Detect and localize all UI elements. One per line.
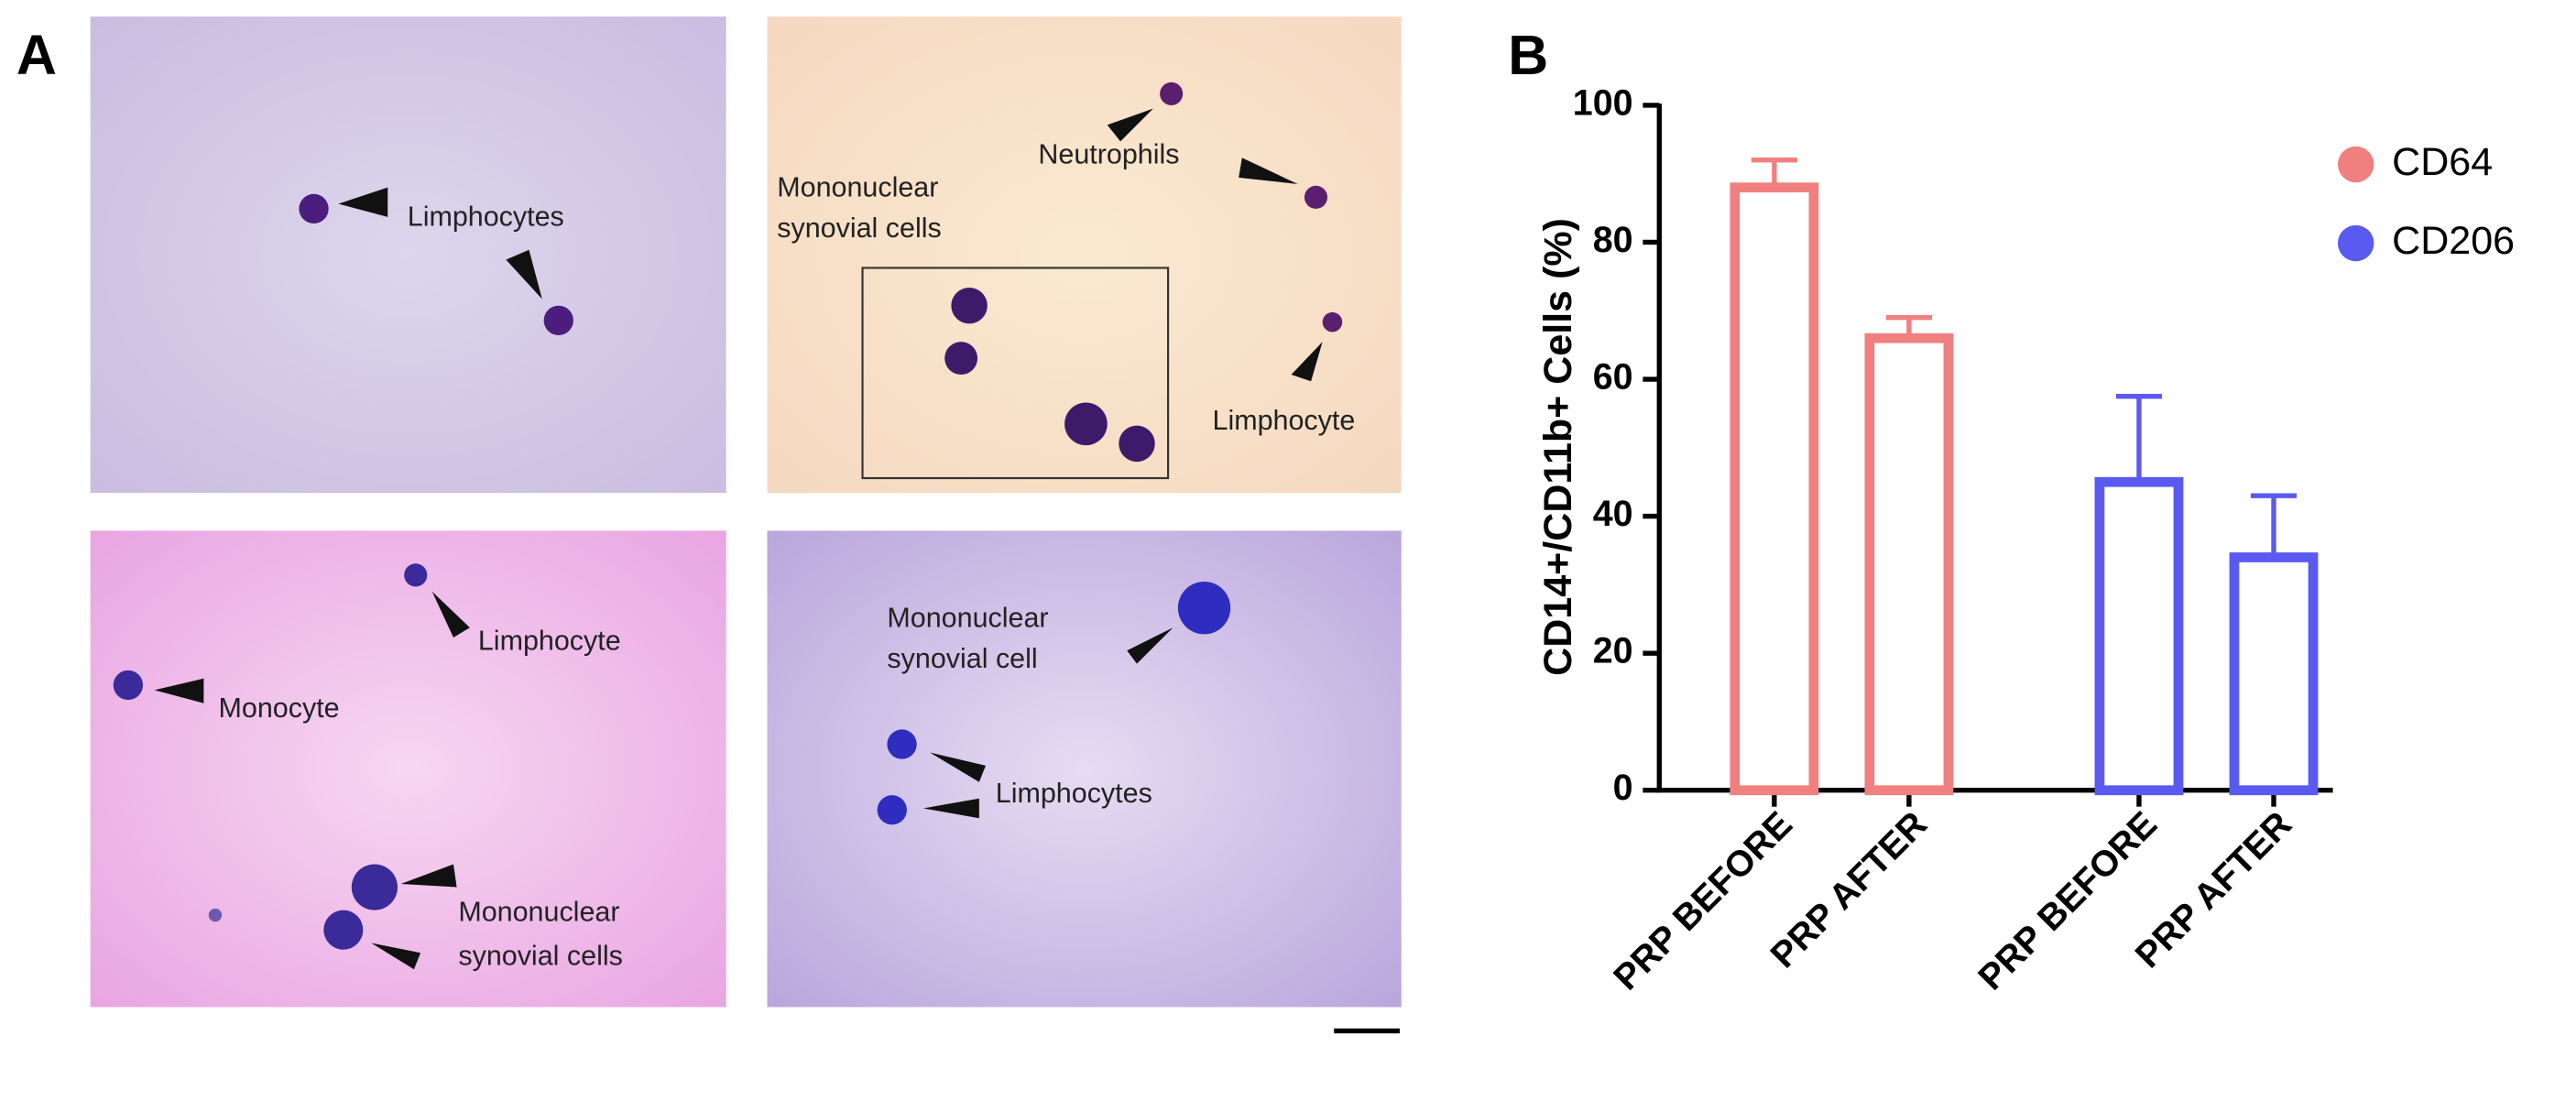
cell-label: Monocyte <box>219 692 340 724</box>
bar <box>1864 333 1954 796</box>
x-tick-label: PRP BEFORE <box>1606 804 1800 998</box>
cell-label: Neutrophils <box>1038 139 1179 170</box>
micrograph: Limphocyte Monocyte Mononuclear synovial… <box>90 530 726 1008</box>
y-tick-label: 80 <box>1593 220 1633 260</box>
legend-swatch <box>2337 146 2374 183</box>
y-tick-label: 40 <box>1593 494 1633 534</box>
cell-label: Mononuclear <box>887 602 1048 633</box>
panel-letter: A <box>16 24 57 86</box>
cell-label: Limphocytes <box>408 202 564 233</box>
error-bar <box>2115 394 2163 483</box>
bar <box>2229 552 2319 796</box>
micrograph: Mononuclear synovial cell Limphocytes <box>767 530 1402 1008</box>
micrograph: Limphocytes <box>90 16 726 494</box>
y-tick-label: 100 <box>1573 82 1633 123</box>
cell-label: synovial cells <box>458 941 623 972</box>
y-tick-label: 0 <box>1613 768 1633 808</box>
cell-label: Limphocytes <box>996 778 1152 809</box>
bar <box>1730 182 1819 796</box>
legend-label: CD206 <box>2392 219 2515 263</box>
error-bar <box>2250 493 2298 558</box>
cell-label: Limphocyte <box>478 625 621 656</box>
legend-swatch <box>2337 224 2374 262</box>
scale-bar <box>1334 1028 1400 1034</box>
bar <box>2094 476 2184 796</box>
cell-label: synovial cells <box>777 213 941 244</box>
cell-label: synovial cell <box>887 643 1037 674</box>
cell-label: Mononuclear <box>777 171 938 202</box>
micrograph: Neutrophils Mononuclear synovial cells L… <box>767 16 1402 494</box>
y-axis-label: CD14+/CD11b+ Cells (%) <box>1536 218 1580 676</box>
y-tick-label: 60 <box>1593 356 1633 397</box>
legend-label: CD64 <box>2392 140 2493 184</box>
panel-letter: B <box>1508 24 1548 86</box>
x-tick-label: PRP BEFORE <box>1970 804 2165 998</box>
cell-label: Mononuclear <box>458 896 619 927</box>
y-tick-label: 20 <box>1593 631 1633 671</box>
cell-label: Limphocyte <box>1213 405 1356 436</box>
